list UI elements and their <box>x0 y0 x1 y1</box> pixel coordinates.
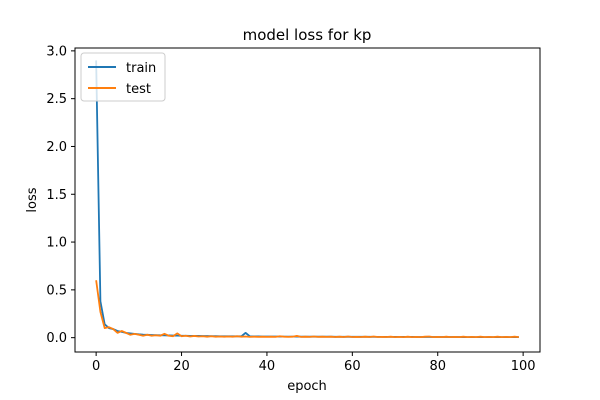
y-axis: 0.0 0.5 1.0 1.5 2.0 2.5 3.0 <box>46 44 75 346</box>
series-line-test <box>95 280 519 338</box>
legend-label-train: train <box>126 61 156 76</box>
x-tick-label: 80 <box>429 359 446 374</box>
x-tick-label: 0 <box>92 359 100 374</box>
x-axis-label: epoch <box>287 379 327 394</box>
x-tick-label: 100 <box>511 359 536 374</box>
x-tick-label: 20 <box>173 359 190 374</box>
y-tick-label: 2.5 <box>46 92 67 107</box>
y-tick-label: 0.0 <box>46 331 67 346</box>
y-tick-label: 1.0 <box>46 236 67 251</box>
y-tick-label: 3.0 <box>46 44 67 59</box>
x-axis: 0 20 40 60 80 100 <box>92 352 536 374</box>
y-axis-label: loss <box>25 187 40 212</box>
y-tick-label: 2.0 <box>46 140 67 155</box>
y-tick-label: 0.5 <box>46 283 67 298</box>
x-tick-label: 40 <box>259 359 276 374</box>
legend-label-test: test <box>126 82 151 97</box>
series-layer <box>95 60 519 338</box>
legend: train test <box>80 52 166 102</box>
x-tick-label: 60 <box>344 359 361 374</box>
plot-area <box>74 47 541 353</box>
y-tick-label: 1.5 <box>46 188 67 203</box>
plot-frame <box>74 47 541 353</box>
chart-title: model loss for kp <box>243 26 372 44</box>
